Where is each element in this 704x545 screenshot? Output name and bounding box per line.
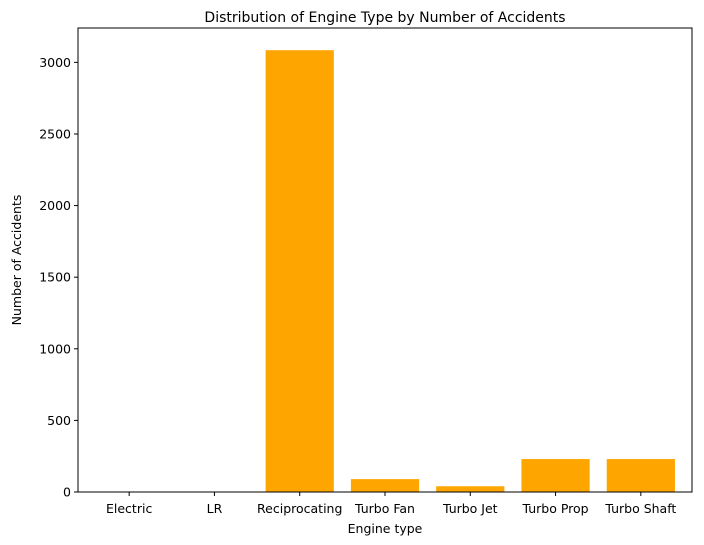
y-tick-label: 2000 [39, 198, 71, 213]
bar-reciprocating [265, 50, 334, 492]
bar-turbo-prop [521, 459, 590, 492]
bar-turbo-fan [350, 479, 420, 492]
y-tick-label: 1500 [39, 270, 71, 285]
y-tick-label: 1000 [39, 341, 71, 356]
x-tick-label-electric: Electric [106, 501, 152, 516]
y-tick-label: 0 [63, 485, 71, 500]
x-axis-label: Engine type [348, 521, 423, 536]
x-tick-label-turbo-fan: Turbo Fan [354, 501, 415, 516]
bars-group [95, 50, 675, 492]
x-tick-label-turbo-shaft: Turbo Shaft [604, 501, 676, 516]
y-tick-label: 3000 [39, 55, 71, 70]
y-axis: 0 500 1000 1500 2000 2500 3000 [39, 55, 78, 500]
y-tick-label: 500 [47, 413, 71, 428]
x-tick-label-lr: LR [207, 501, 223, 516]
y-tick-label: 2500 [39, 126, 71, 141]
plot-frame [77, 27, 693, 493]
chart-title: Distribution of Engine Type by Number of… [204, 10, 565, 26]
x-axis: Electric LR Reciprocating Turbo Fan Turbo Je… [106, 492, 676, 516]
x-tick-label-turbo-prop: Turbo Prop [521, 501, 588, 516]
bar-turbo-shaft [606, 459, 675, 492]
x-tick-label-reciprocating: Reciprocating [257, 501, 342, 516]
bar-turbo-jet [436, 486, 505, 492]
x-tick-label-turbo-jet: Turbo Jet [442, 501, 498, 516]
y-axis-label: Number of Accidents [9, 195, 24, 326]
